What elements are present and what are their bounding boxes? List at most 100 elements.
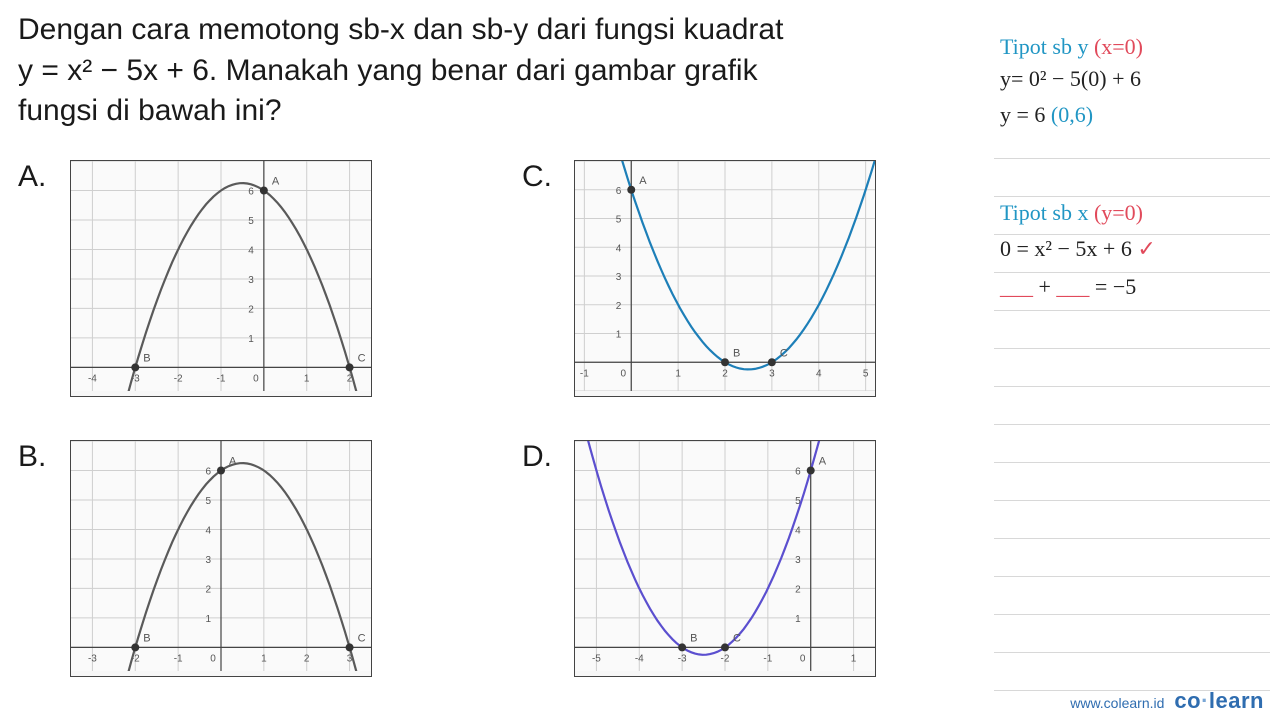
svg-text:2: 2: [722, 368, 728, 379]
svg-text:-2: -2: [721, 653, 730, 664]
svg-text:1: 1: [248, 334, 254, 345]
note-rule: [994, 348, 1270, 349]
note-rule: [994, 614, 1270, 615]
choice-a-graph: -4-3-2-1012123456BCA: [70, 160, 372, 397]
note-rule: [994, 158, 1270, 159]
svg-text:5: 5: [863, 368, 869, 379]
handwritten-line: y= 0² − 5(0) + 6: [1000, 66, 1141, 92]
svg-text:1: 1: [795, 614, 801, 625]
svg-text:A: A: [639, 175, 647, 187]
question-line-1: Dengan cara memotong sb-x dan sb-y dari …: [18, 10, 986, 51]
svg-text:1: 1: [616, 330, 622, 341]
note-rule: [994, 500, 1270, 501]
note-rule: [994, 272, 1270, 273]
svg-text:A: A: [819, 455, 827, 467]
note-rule: [994, 310, 1270, 311]
svg-text:5: 5: [616, 215, 622, 226]
svg-text:2: 2: [616, 301, 622, 312]
svg-text:B: B: [143, 632, 150, 644]
choice-d: D. -5-4-3-2-101123456BCA: [522, 440, 986, 690]
handwritten-line: ___ + ___ = −5: [1000, 274, 1136, 300]
svg-text:6: 6: [616, 186, 622, 197]
brand-co: co: [1174, 688, 1201, 713]
question-line-2: y = x² − 5x + 6. Manakah yang benar dari…: [18, 51, 986, 92]
svg-text:-3: -3: [88, 653, 97, 664]
svg-text:1: 1: [675, 368, 681, 379]
handwritten-line: Tipot sb x (y=0): [1000, 200, 1143, 226]
svg-text:A: A: [272, 175, 280, 187]
svg-text:2: 2: [248, 304, 254, 315]
choice-b: B. -3-2-10123123456BCA: [18, 440, 482, 690]
footer: www.colearn.id co·learn: [1070, 688, 1264, 714]
svg-text:4: 4: [795, 525, 801, 536]
svg-text:3: 3: [616, 272, 622, 283]
note-rule: [994, 234, 1270, 235]
svg-text:2: 2: [304, 653, 310, 664]
footer-url: www.colearn.id: [1070, 695, 1164, 711]
note-rule: [994, 196, 1270, 197]
svg-text:-4: -4: [635, 653, 644, 664]
svg-text:0: 0: [620, 368, 626, 379]
svg-text:3: 3: [205, 555, 211, 566]
svg-text:5: 5: [205, 496, 211, 507]
handwritten-line: 0 = x² − 5x + 6 ✓: [1000, 236, 1156, 262]
svg-text:C: C: [358, 632, 366, 644]
svg-text:C: C: [733, 632, 741, 644]
svg-text:2: 2: [205, 584, 211, 595]
footer-brand: co·learn: [1174, 688, 1264, 714]
handwritten-line: Tipot sb y (x=0): [1000, 34, 1143, 60]
note-rule: [994, 386, 1270, 387]
handwritten-notes-panel: Tipot sb y (x=0) y= 0² − 5(0) + 6 y = 6 (0…: [994, 10, 1270, 710]
question-text-block: Dengan cara memotong sb-x dan sb-y dari …: [18, 10, 986, 132]
svg-text:1: 1: [261, 653, 267, 664]
choice-c-graph: -1 0 1 2 3 4 5 1 2 3 4 5 6 B C A: [574, 160, 876, 397]
svg-text:-4: -4: [88, 373, 97, 384]
choice-d-label: D.: [522, 440, 558, 474]
choice-a-label: A.: [18, 160, 54, 194]
svg-text:4: 4: [205, 525, 211, 536]
svg-text:6: 6: [795, 466, 801, 477]
svg-text:-1: -1: [580, 368, 589, 379]
svg-text:-3: -3: [678, 653, 687, 664]
svg-text:4: 4: [248, 245, 254, 256]
note-rule: [994, 576, 1270, 577]
svg-text:-5: -5: [592, 653, 601, 664]
svg-text:3: 3: [769, 368, 775, 379]
svg-text:1: 1: [851, 653, 857, 664]
svg-text:6: 6: [205, 466, 211, 477]
brand-learn: learn: [1209, 688, 1264, 713]
choice-c: C. -1 0 1 2 3 4 5 1 2 3 4 5 6 B C A: [522, 160, 986, 410]
svg-text:4: 4: [616, 243, 622, 254]
svg-text:3: 3: [795, 555, 801, 566]
svg-text:5: 5: [248, 216, 254, 227]
choice-c-label: C.: [522, 160, 558, 194]
svg-text:0: 0: [800, 653, 806, 664]
svg-text:6: 6: [248, 186, 254, 197]
svg-text:A: A: [229, 455, 237, 467]
note-rule: [994, 424, 1270, 425]
svg-text:-1: -1: [217, 373, 226, 384]
svg-text:1: 1: [205, 614, 211, 625]
svg-text:-1: -1: [174, 653, 183, 664]
choice-d-graph: -5-4-3-2-101123456BCA: [574, 440, 876, 677]
svg-text:C: C: [358, 352, 366, 364]
svg-text:3: 3: [248, 275, 254, 286]
svg-text:0: 0: [253, 373, 259, 384]
choice-b-graph: -3-2-10123123456BCA: [70, 440, 372, 677]
svg-text:C: C: [780, 347, 788, 359]
choice-a: A. -4-3-2-1012123456BCA: [18, 160, 482, 410]
choices-grid: A. -4 -3 -2 -1 0 1 2 1 2 3 4 5 6 B C A C. -1 0 1 2 3 4 5 1 2 3 4 5…: [18, 160, 986, 690]
svg-text:-1: -1: [763, 653, 772, 664]
note-rule: [994, 462, 1270, 463]
svg-text:-2: -2: [174, 373, 183, 384]
svg-text:B: B: [733, 347, 740, 359]
svg-text:B: B: [143, 352, 150, 364]
svg-text:2: 2: [795, 584, 801, 595]
svg-text:0: 0: [210, 653, 216, 664]
note-rule: [994, 538, 1270, 539]
note-rule: [994, 652, 1270, 653]
brand-dot: ·: [1201, 688, 1209, 713]
handwritten-line: y = 6 (0,6): [1000, 102, 1093, 128]
svg-text:4: 4: [816, 368, 822, 379]
svg-text:1: 1: [304, 373, 310, 384]
